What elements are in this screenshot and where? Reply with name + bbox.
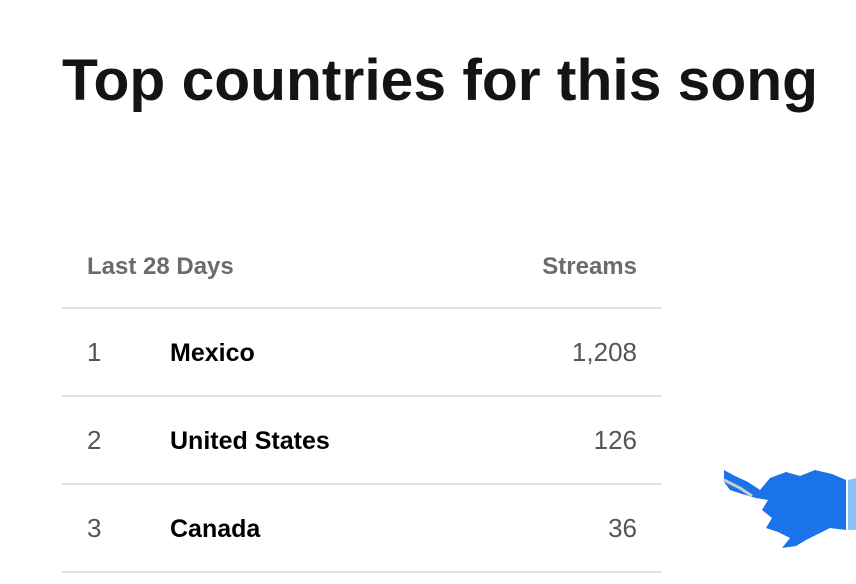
country-name: United States bbox=[170, 427, 330, 455]
column-header: Last 28 Days bbox=[87, 253, 234, 280]
stream-count: 36 bbox=[608, 513, 637, 543]
region-shape bbox=[848, 478, 856, 530]
country-name: Canada bbox=[170, 515, 261, 543]
table-body: 1 Mexico 1,208 2 United States 126 3 Canada 36 bbox=[62, 307, 662, 573]
rank: 2 bbox=[87, 425, 101, 455]
rank: 3 bbox=[87, 513, 101, 543]
title: Top countries for this song bbox=[62, 48, 818, 113]
stream-count: 126 bbox=[594, 425, 637, 455]
region-shape bbox=[724, 470, 846, 548]
map-fragment bbox=[723, 470, 856, 548]
column-header: Streams bbox=[542, 253, 637, 280]
region-outline bbox=[723, 478, 753, 498]
rank: 1 bbox=[87, 337, 101, 367]
stream-count: 1,208 bbox=[572, 337, 637, 367]
country-name: Mexico bbox=[170, 339, 255, 367]
